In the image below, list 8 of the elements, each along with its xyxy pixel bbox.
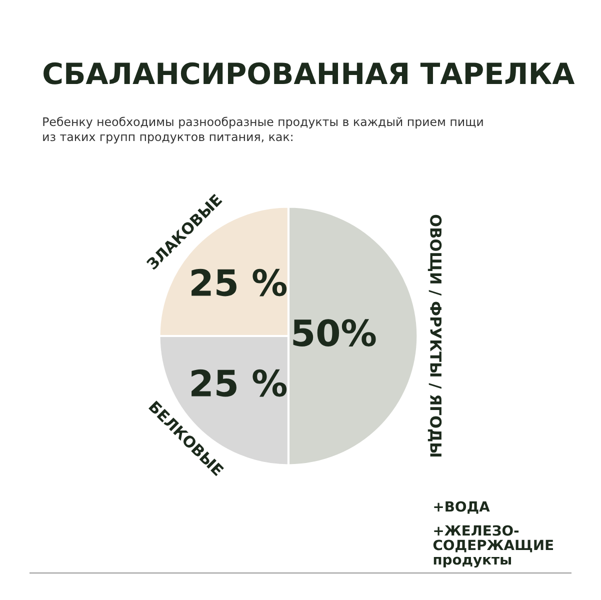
data-label: 50% <box>293 319 376 346</box>
slice-label: ОВОЩИ / ФРУКТЫ / ЯГОДЫ <box>428 214 442 457</box>
data-label: 25 % <box>192 369 287 397</box>
chart-subtitle: Ребенку необходимы разнообразные продукты в каждый прием пищи из таких групп продуктов питания, как: <box>43 116 483 144</box>
text: +ВОДА <box>434 501 490 514</box>
text: +ЖЕЛЕЗО- СОДЕРЖАЩИЕ продукты <box>433 525 554 568</box>
chart-title: СБАЛАНСИРОВАННАЯ ТАРЕЛКА <box>44 62 575 84</box>
data-label: 25 % <box>192 268 287 296</box>
